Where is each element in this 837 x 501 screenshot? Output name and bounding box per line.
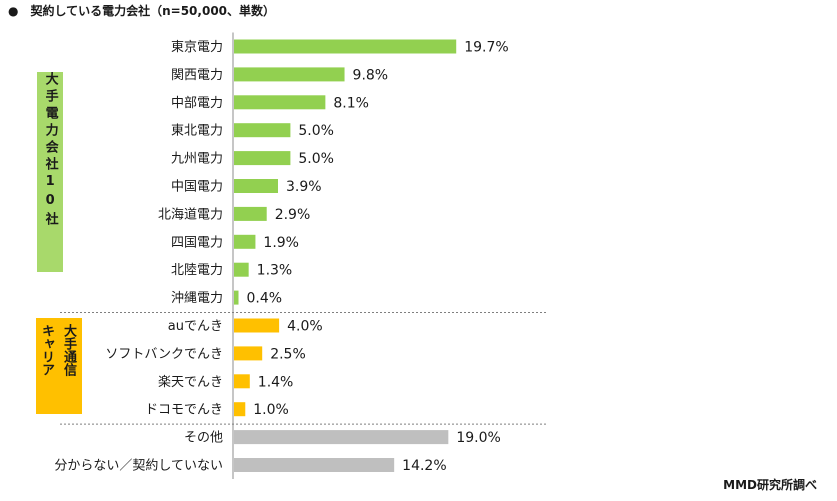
bar [234, 346, 263, 361]
bar [234, 151, 291, 166]
data-label: 3.9% [286, 179, 322, 195]
category-label: ドコモでんき [145, 403, 223, 418]
category-label: 分からない／契約していない [54, 459, 223, 474]
category-label: 四国電力 [171, 235, 223, 250]
category-label: 東京電力 [171, 39, 223, 55]
category-label: 北陸電力 [171, 262, 223, 278]
category-label: 中国電力 [171, 180, 223, 195]
group-label-carrier-line1: 大手通信 [61, 324, 76, 376]
bar [234, 234, 256, 249]
bar [234, 374, 250, 389]
category-label: ソフトバンクでんき [105, 347, 223, 362]
bar [234, 458, 395, 472]
bar [234, 430, 449, 445]
category-label: 関西電力 [171, 68, 223, 83]
data-label: 14.2% [402, 458, 446, 474]
data-label: 1.3% [257, 263, 293, 279]
bar [234, 262, 249, 277]
source-note: MMD研究所調べ [723, 478, 817, 492]
data-label: 1.9% [263, 235, 299, 251]
data-label: 19.7% [464, 40, 508, 56]
bar [234, 39, 457, 54]
bar [234, 95, 326, 110]
data-label: 2.5% [270, 346, 306, 362]
bar [234, 123, 291, 138]
category-label: 沖縄電力 [171, 291, 223, 306]
bar [234, 290, 239, 305]
data-label: 9.8% [353, 67, 389, 83]
data-label: 5.0% [298, 123, 334, 139]
group-label-major-power: 大手電力会社10社 [37, 72, 63, 272]
bar [234, 318, 280, 333]
category-label: 九州電力 [171, 152, 223, 167]
data-label: 0.4% [247, 291, 283, 307]
bar [234, 67, 345, 82]
data-label: 8.1% [333, 95, 369, 111]
data-label: 19.0% [456, 430, 500, 446]
data-label: 1.0% [253, 402, 289, 418]
category-label: その他 [184, 431, 223, 446]
data-label: 4.0% [287, 319, 323, 335]
data-label: 1.4% [258, 374, 294, 390]
data-label: 5.0% [298, 151, 334, 167]
group-label-carrier-line2: キャリア [39, 324, 54, 376]
category-label: auでんき [168, 319, 223, 334]
category-label: 北海道電力 [158, 207, 223, 222]
bar [234, 206, 267, 221]
category-label: 東北電力 [171, 123, 223, 139]
data-label: 2.9% [275, 207, 311, 223]
chart-title: ● 契約している電力会社（n=50,000、単数） [8, 4, 276, 18]
group-label-carrier: 大手通信 キャリア [36, 318, 82, 414]
bar [234, 179, 278, 193]
group-label-major-power-text: 大手電力会社10社 [42, 72, 58, 229]
category-label: 楽天でんき [158, 374, 223, 390]
category-label: 中部電力 [171, 96, 223, 111]
bar [234, 402, 246, 417]
